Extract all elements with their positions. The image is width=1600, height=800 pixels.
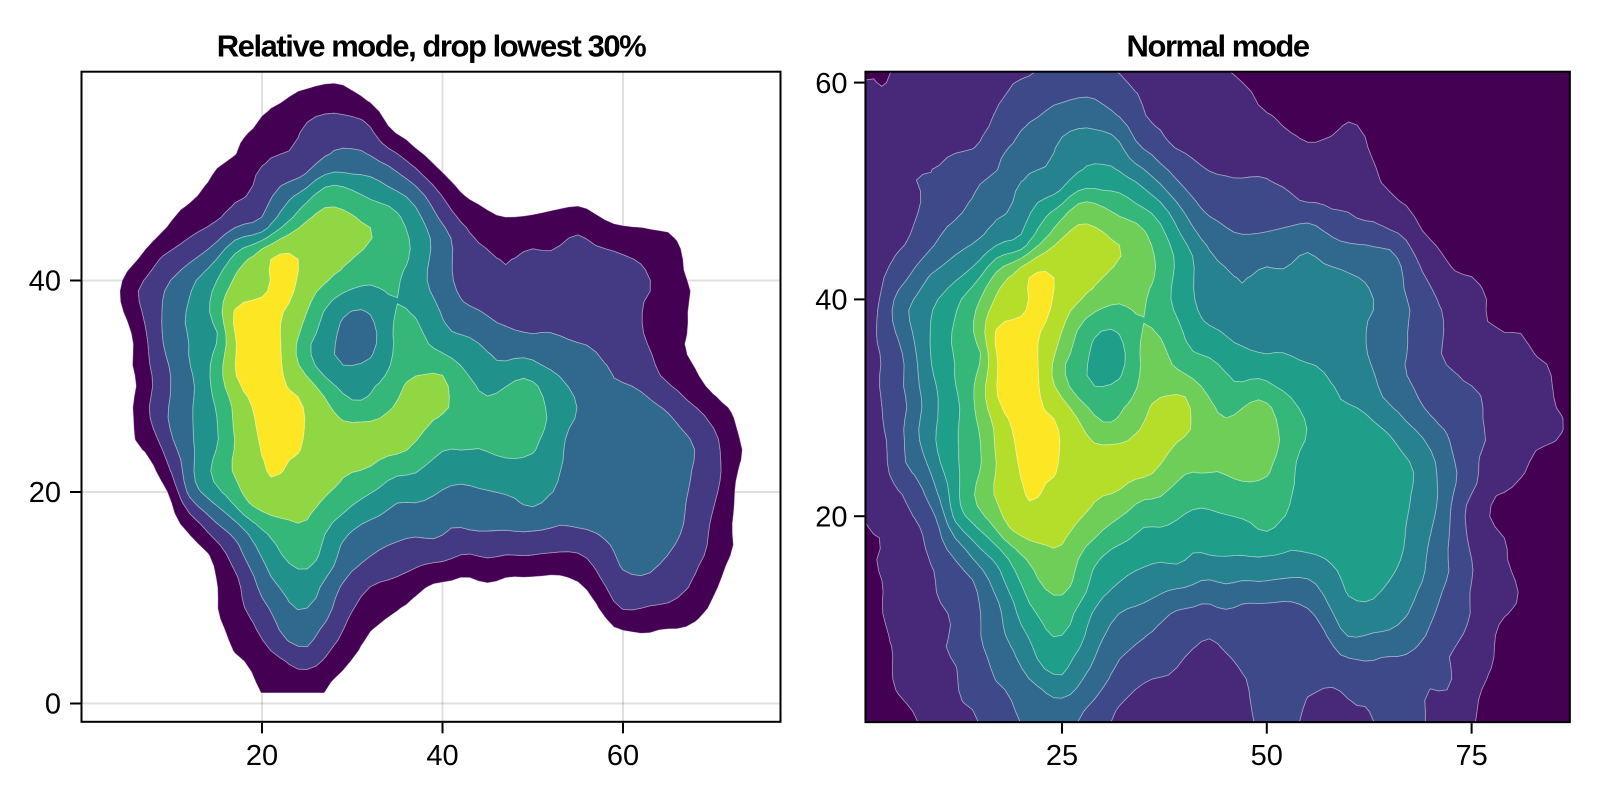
svg-text:Normal mode: Normal mode — [1127, 29, 1310, 64]
svg-text:20: 20 — [29, 477, 61, 509]
svg-text:75: 75 — [1455, 740, 1487, 772]
svg-text:25: 25 — [1046, 740, 1078, 772]
svg-text:60: 60 — [607, 740, 639, 772]
svg-text:60: 60 — [815, 68, 847, 100]
svg-text:40: 40 — [426, 740, 458, 772]
svg-text:20: 20 — [815, 501, 847, 533]
svg-text:40: 40 — [815, 285, 847, 317]
svg-text:20: 20 — [246, 740, 278, 772]
svg-text:50: 50 — [1251, 740, 1283, 772]
svg-text:Relative mode, drop lowest 30%: Relative mode, drop lowest 30% — [217, 29, 646, 64]
svg-text:0: 0 — [45, 689, 61, 721]
svg-text:40: 40 — [29, 266, 61, 298]
